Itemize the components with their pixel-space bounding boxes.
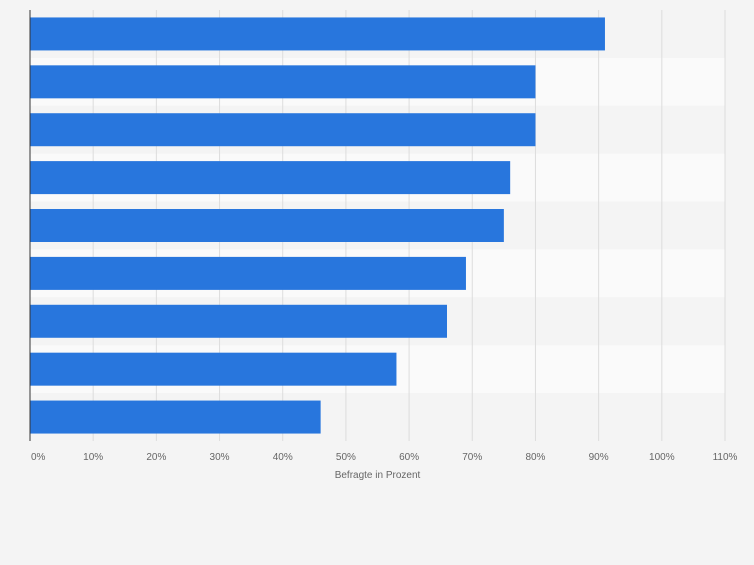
x-tick-label: 110% xyxy=(713,452,738,463)
bar[interactable] xyxy=(30,209,504,242)
bar[interactable] xyxy=(30,65,536,99)
x-tick-label: 30% xyxy=(210,452,230,463)
bar[interactable] xyxy=(30,17,605,51)
bar[interactable] xyxy=(30,256,466,290)
x-tick-label: 90% xyxy=(589,452,609,463)
x-tick-label: 0% xyxy=(31,452,46,463)
x-tick-label: 10% xyxy=(83,452,103,463)
x-tick-label: 100% xyxy=(649,452,675,463)
bar[interactable] xyxy=(30,304,447,338)
bar[interactable] xyxy=(30,400,321,434)
bar[interactable] xyxy=(30,161,511,195)
x-tick-label: 80% xyxy=(525,452,545,463)
bar[interactable] xyxy=(30,352,397,386)
bars xyxy=(30,17,605,434)
x-tick-label: 20% xyxy=(146,452,166,463)
x-tick-label: 40% xyxy=(273,452,293,463)
x-tick-labels: 0% 10% 20% 30% 40% 50% 60% 70% 80% 90% 100% 110% xyxy=(31,452,738,463)
x-tick-label: 70% xyxy=(462,452,482,463)
x-axis-label: Befragte in Prozent xyxy=(335,470,421,481)
x-tick-label: 60% xyxy=(399,452,419,463)
x-tick-label: 50% xyxy=(336,452,356,463)
bar[interactable] xyxy=(30,113,536,147)
